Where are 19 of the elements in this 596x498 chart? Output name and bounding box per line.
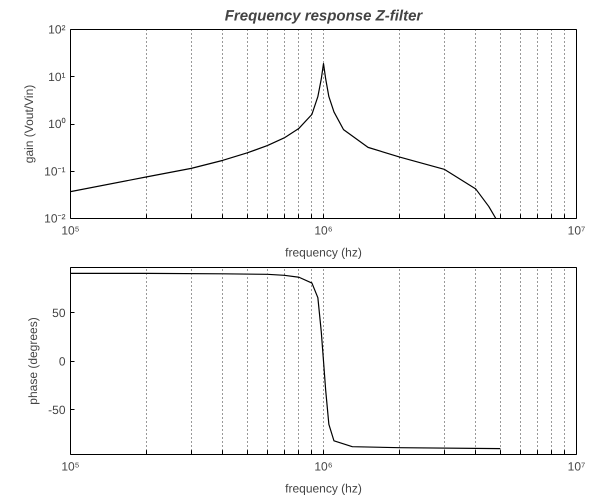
y-tick-label: 10¹ xyxy=(48,70,66,84)
y-axis-title: gain (Vout/Vin) xyxy=(22,84,36,164)
x-tick-label: 10⁶ xyxy=(314,460,333,474)
y-tick-label: 10⁰ xyxy=(48,117,66,131)
y-tick-label: 0 xyxy=(58,354,66,368)
x-axis-title: frequency (hz) xyxy=(285,482,362,496)
x-axis-title: frequency (hz) xyxy=(285,246,362,260)
y-tick-label: 50 xyxy=(52,306,66,320)
y-axis-title: phase (degrees) xyxy=(26,317,40,405)
x-tick-label: 10⁷ xyxy=(568,460,586,474)
y-tick-label: 10² xyxy=(48,22,66,36)
chart-title: Frequency response Z-filter xyxy=(224,8,424,24)
x-tick-label: 10⁷ xyxy=(568,224,586,238)
y-tick-label: 10⁻² xyxy=(44,212,66,226)
x-tick-label: 10⁵ xyxy=(61,460,80,474)
x-tick-label: 10⁶ xyxy=(314,224,333,238)
y-tick-label: 10⁻¹ xyxy=(44,164,66,178)
y-tick-label: -50 xyxy=(48,403,66,418)
x-tick-label: 10⁵ xyxy=(61,224,80,238)
